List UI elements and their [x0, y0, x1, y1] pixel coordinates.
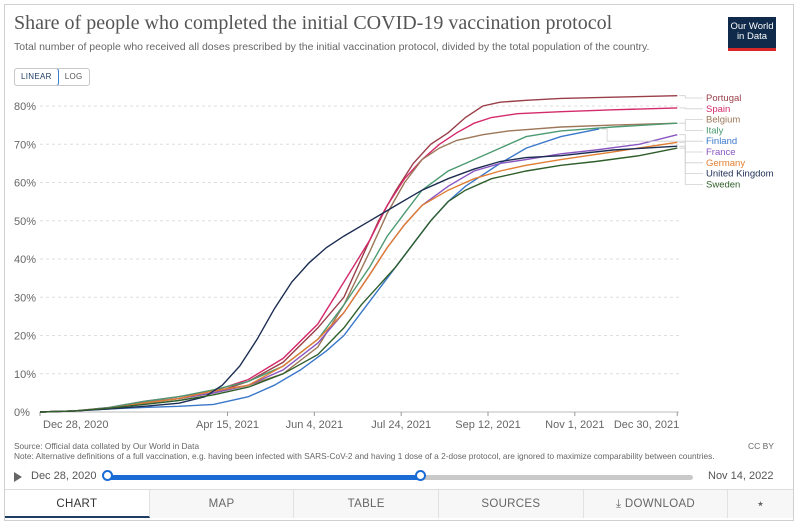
x-tick-label: Dec 28, 2020: [43, 419, 108, 431]
timeline-end-handle[interactable]: [415, 470, 426, 481]
grid-lines: [40, 105, 679, 413]
scale-toggle: LINEAR LOG: [14, 68, 90, 86]
legend-label-portugal[interactable]: Portugal: [706, 93, 741, 104]
x-axis-ticks: Dec 28, 2020 Apr 15, 2021 Jun 4, 2021 Jul 2…: [39, 412, 679, 431]
legend-connector: [679, 122, 703, 131]
y-tick-label: 70%: [14, 139, 36, 151]
log-scale-button[interactable]: LOG: [64, 72, 83, 81]
linear-scale-button[interactable]: LINEAR: [14, 69, 59, 85]
timeline-start-label: Dec 28, 2020: [31, 470, 97, 482]
play-icon[interactable]: [14, 472, 22, 482]
share-icon: ⭑: [757, 498, 764, 510]
y-tick-label: 10%: [14, 369, 36, 381]
x-tick-label: Dec 30, 2021: [614, 419, 679, 431]
legend-label-united-kingdom[interactable]: United Kingdom: [706, 169, 774, 180]
owid-logo[interactable]: Our World in Data: [728, 17, 776, 51]
legend-connector: [679, 107, 703, 110]
legend-connector: [679, 134, 703, 153]
series-line-united-kingdom[interactable]: [39, 145, 678, 413]
legend-label-belgium[interactable]: Belgium: [706, 115, 740, 126]
logo-line1: Our World: [730, 21, 774, 32]
legend-connector: [679, 147, 703, 185]
legend-connector: [679, 141, 703, 164]
license-label[interactable]: CC BY: [748, 441, 774, 451]
tab-map[interactable]: MAP: [150, 490, 295, 518]
legend-label-france[interactable]: France: [706, 147, 736, 158]
series-line-portugal[interactable]: [39, 95, 678, 413]
tab-sources[interactable]: SOURCES: [439, 490, 584, 518]
note-text: Note: Alternative definitions of a full …: [14, 451, 715, 461]
y-tick-label: 30%: [14, 292, 36, 304]
legend-connector: [679, 119, 703, 124]
legend-connector: [679, 145, 703, 174]
legend-connector: [601, 128, 703, 142]
tab-table[interactable]: TABLE: [294, 490, 440, 518]
chart-subtitle: Total number of people who received all …: [14, 41, 650, 53]
series-line-sweden[interactable]: [39, 147, 678, 413]
y-tick-label: 0%: [14, 407, 30, 419]
legend-label-sweden[interactable]: Sweden: [706, 179, 740, 190]
tab-chart[interactable]: CHART: [5, 490, 150, 518]
y-tick-label: 50%: [14, 216, 36, 228]
legend-label-italy[interactable]: Italy: [706, 125, 724, 136]
x-tick-label: Apr 15, 2021: [196, 419, 259, 431]
series-lines: [39, 95, 678, 413]
x-tick-label: Sep 12, 2021: [455, 419, 520, 431]
source-text: Source: Official data collated by Our Wo…: [14, 441, 200, 451]
y-axis-ticks: 0% 10% 20% 30% 40% 50% 60% 70% 80%: [14, 101, 36, 419]
series-line-finland[interactable]: [39, 128, 600, 413]
x-tick-label: Jun 4, 2021: [286, 419, 344, 431]
series-line-belgium[interactable]: [39, 122, 678, 413]
series-line-italy[interactable]: [39, 122, 678, 413]
legend-label-spain[interactable]: Spain: [706, 104, 730, 115]
logo-line2: in Data: [736, 31, 768, 42]
timeline-selected-range: [108, 475, 421, 480]
source-note: Source: Official data collated by Our Wo…: [14, 441, 715, 461]
x-tick-label: Jul 24, 2021: [371, 419, 431, 431]
y-tick-label: 80%: [14, 101, 36, 113]
y-tick-label: 40%: [14, 254, 36, 266]
share-button[interactable]: ⭑: [728, 490, 793, 518]
tab-bar: CHART MAP TABLE SOURCES ⤓ DOWNLOAD ⭑: [5, 489, 793, 518]
y-tick-label: 60%: [14, 178, 36, 190]
legend-label-germany[interactable]: Germany: [706, 158, 745, 169]
download-label: DOWNLOAD: [624, 498, 696, 510]
legend-connector: [679, 95, 703, 99]
tab-download[interactable]: ⤓ DOWNLOAD: [584, 490, 729, 518]
timeline-start-handle[interactable]: [102, 470, 113, 481]
download-icon: ⤓: [616, 498, 625, 510]
timeline-end-label: Nov 14, 2022: [708, 470, 774, 482]
legend: PortugalSpainBelgiumItalyFinlandFranceGe…: [601, 93, 774, 190]
y-tick-label: 20%: [14, 331, 36, 343]
legend-label-finland[interactable]: Finland: [706, 136, 737, 147]
series-line-germany[interactable]: [39, 141, 678, 413]
x-tick-label: Nov 1, 2021: [545, 419, 604, 431]
chart-title: Share of people who completed the initia…: [14, 12, 613, 34]
